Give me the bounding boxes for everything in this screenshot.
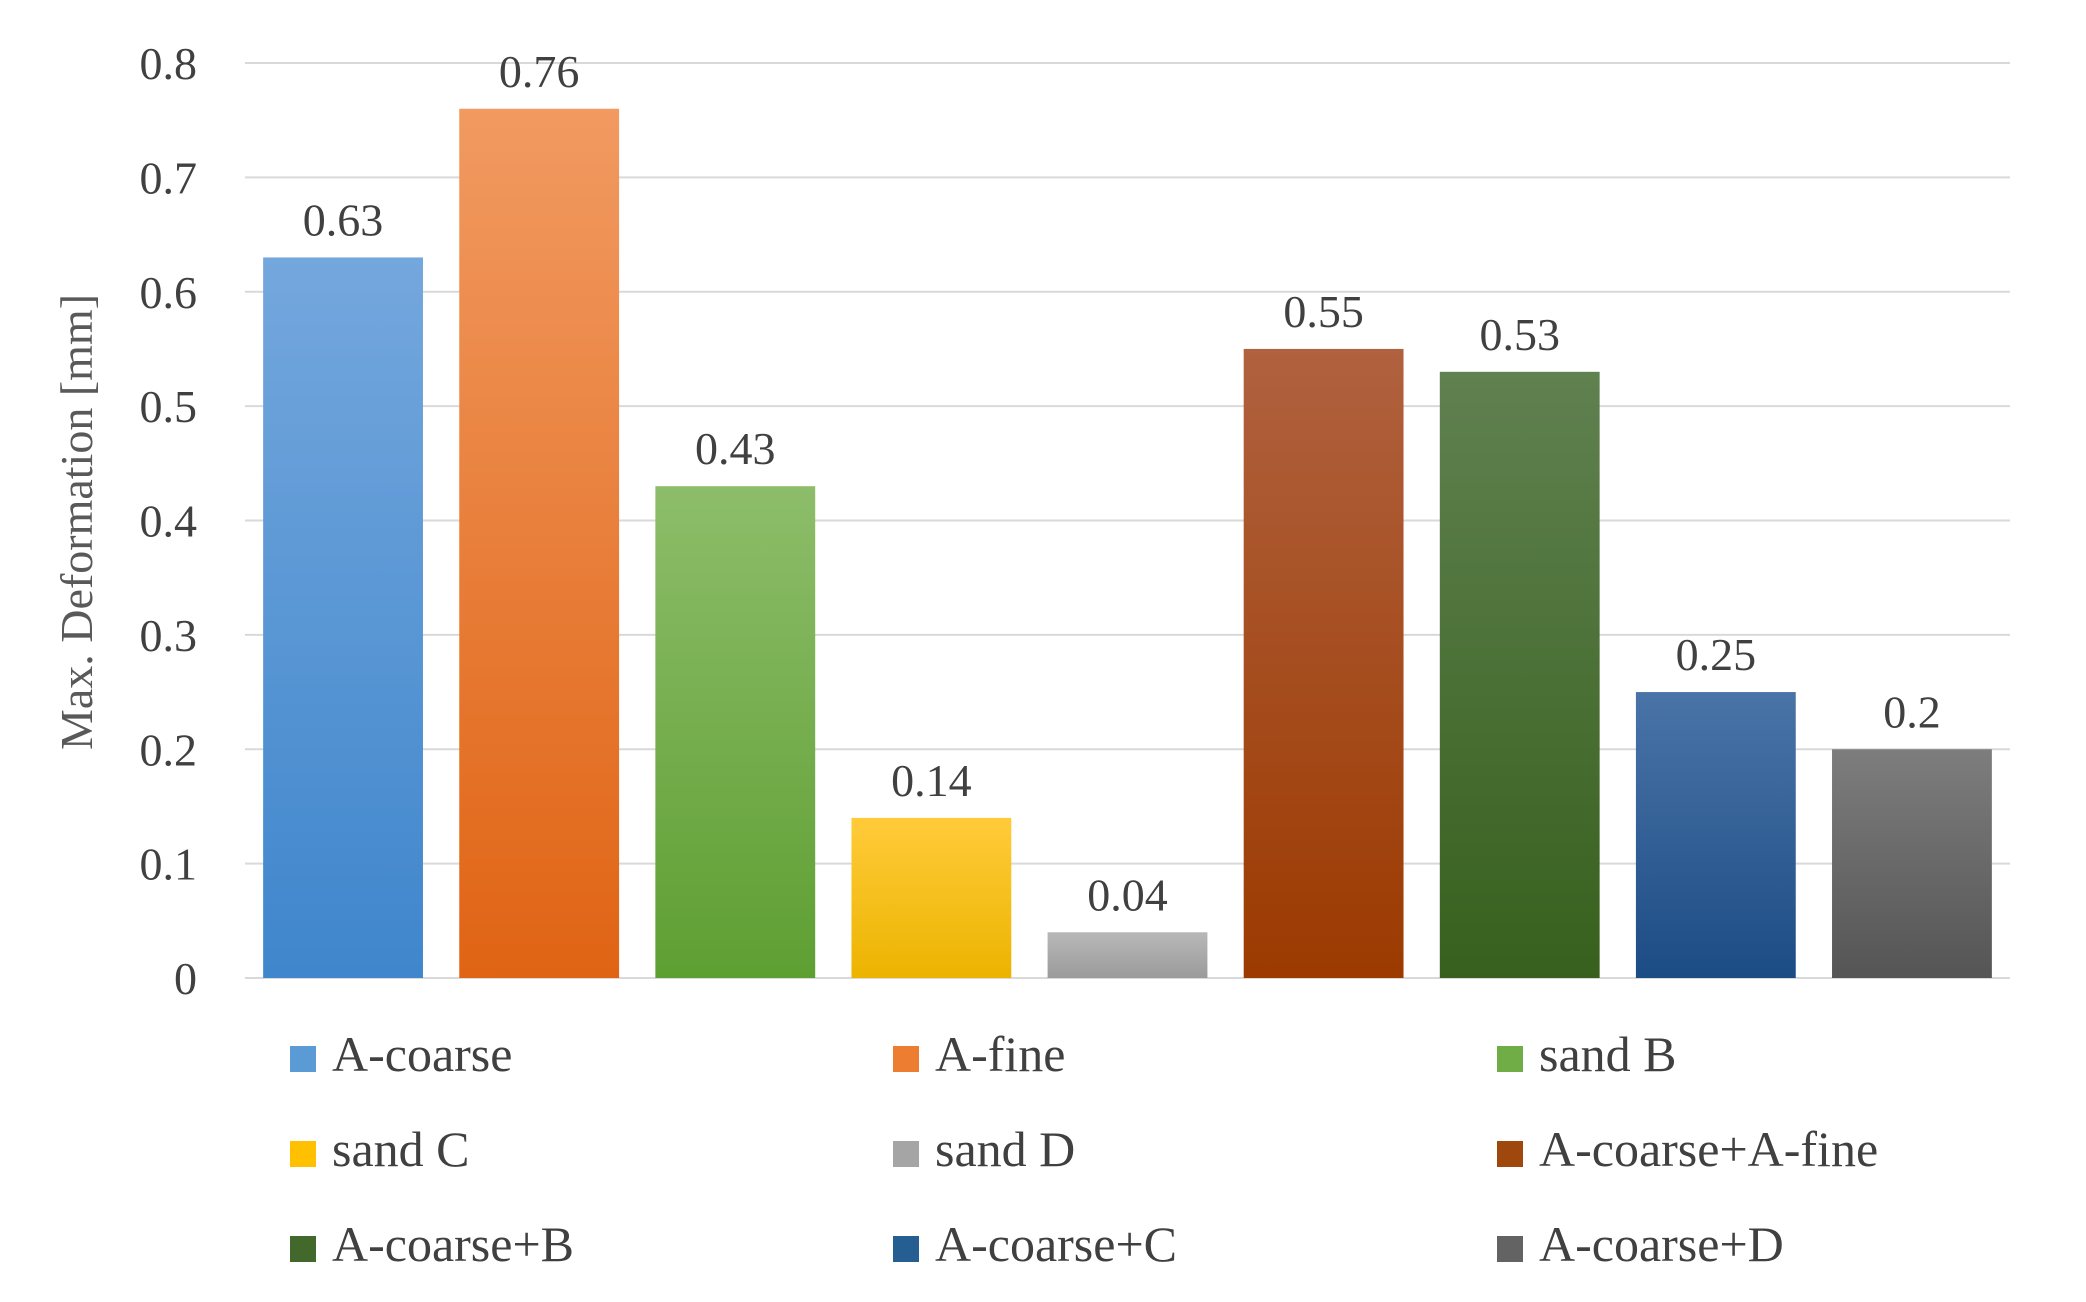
data-label: 0.53 xyxy=(1479,309,1560,360)
data-label: 0.76 xyxy=(499,46,580,97)
legend-item: A-coarse+C xyxy=(893,1216,1177,1272)
legend-item: A-coarse+A-fine xyxy=(1497,1121,1878,1177)
y-tick-label: 0.8 xyxy=(140,38,198,89)
y-tick-label: 0.5 xyxy=(140,381,198,432)
legend-item: sand C xyxy=(290,1121,470,1177)
legend-label: A-fine xyxy=(935,1026,1066,1082)
y-axis-title: Max. Deformation [mm] xyxy=(51,294,102,750)
bar-a-coarse-c xyxy=(1635,692,1796,978)
bar-sand-b xyxy=(655,486,816,978)
bar-sand-d xyxy=(1047,932,1208,978)
legend-item: sand D xyxy=(893,1121,1075,1177)
legend-label: A-coarse+B xyxy=(332,1216,574,1272)
legend-swatch xyxy=(893,1046,919,1072)
legend-label: A-coarse+C xyxy=(935,1216,1177,1272)
legend: A-coarse A-fine sand B sand C sand D A-coarse… xyxy=(290,1026,1878,1272)
legend-swatch xyxy=(1497,1141,1523,1167)
legend-swatch xyxy=(290,1046,316,1072)
legend-item: A-coarse+B xyxy=(290,1216,574,1272)
legend-swatch xyxy=(290,1141,316,1167)
data-label: 0.55 xyxy=(1283,286,1364,337)
legend-item: sand B xyxy=(1497,1026,1677,1082)
data-label: 0.2 xyxy=(1883,686,1941,737)
data-label: 0.43 xyxy=(695,423,776,474)
legend-label: A-coarse+A-fine xyxy=(1539,1121,1878,1177)
bar-a-fine xyxy=(459,108,620,978)
y-tick-label: 0.3 xyxy=(140,610,198,661)
y-tick-label: 0 xyxy=(174,953,197,1004)
data-labels: 0.63 0.76 0.43 0.14 0.04 0.55 0.53 0.25 0.2 xyxy=(303,46,1941,921)
bar-a-coarse xyxy=(263,257,423,978)
legend-item: A-coarse+D xyxy=(1497,1216,1784,1272)
legend-swatch xyxy=(1497,1236,1523,1262)
legend-label: sand D xyxy=(935,1121,1075,1177)
legend-item: A-fine xyxy=(893,1026,1066,1082)
y-tick-label: 0.1 xyxy=(140,839,198,890)
legend-swatch xyxy=(893,1141,919,1167)
bars xyxy=(263,108,1992,978)
bar-sand-c xyxy=(851,817,1012,978)
legend-label: A-coarse xyxy=(332,1026,512,1082)
bar-a-coarse-b xyxy=(1439,371,1600,978)
y-tick-label: 0.2 xyxy=(140,724,198,775)
data-label: 0.04 xyxy=(1087,869,1168,920)
bar-a-coarse-a-fine xyxy=(1243,348,1404,978)
legend-item: A-coarse xyxy=(290,1026,512,1082)
y-tick-labels: 0 0.1 0.2 0.3 0.4 0.5 0.6 0.7 0.8 xyxy=(140,38,198,1004)
legend-swatch xyxy=(1497,1046,1523,1072)
legend-swatch xyxy=(290,1236,316,1262)
y-tick-label: 0.4 xyxy=(140,496,198,547)
data-label: 0.63 xyxy=(303,194,384,245)
legend-label: sand C xyxy=(332,1121,470,1177)
y-tick-label: 0.6 xyxy=(140,267,198,318)
data-label: 0.14 xyxy=(891,755,972,806)
legend-label: A-coarse+D xyxy=(1539,1216,1784,1272)
legend-label: sand B xyxy=(1539,1026,1677,1082)
legend-swatch xyxy=(893,1236,919,1262)
data-label: 0.25 xyxy=(1676,629,1757,680)
y-tick-label: 0.7 xyxy=(140,152,198,203)
bar-a-coarse-d xyxy=(1832,749,1992,978)
